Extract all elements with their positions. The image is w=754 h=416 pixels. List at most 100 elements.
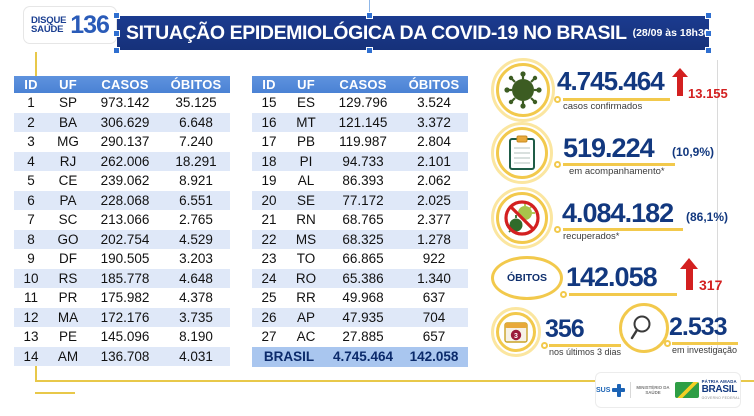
medical-cross-icon: [612, 383, 626, 397]
col-casos: CASOS: [326, 76, 400, 93]
cell-id: 20: [261, 192, 277, 208]
cell-casos: 145.096: [100, 329, 150, 345]
deaths-value: 142.058: [566, 262, 658, 292]
cell-id: 27: [261, 329, 277, 345]
cell-obitos: 3.735: [179, 309, 213, 325]
cell-obitos: 4.378: [179, 290, 213, 306]
page-title-bar[interactable]: SITUAÇÃO EPIDEMIOLÓGICA DA COVID-19 NO B…: [117, 16, 713, 50]
cell-id: 12: [23, 309, 39, 325]
cell-casos: 68.325: [342, 231, 384, 247]
last3days-underline: [549, 344, 621, 347]
col-uf: UF: [48, 76, 88, 93]
table-row: 2 BA 306.629 6.648: [14, 112, 230, 132]
cell-uf: PR: [58, 290, 78, 306]
table-row: 3 MG 290.137 7.240: [14, 132, 230, 152]
cell-uf: MA: [57, 309, 79, 325]
table-row: 17 PB 119.987 2.804: [252, 132, 468, 152]
selection-handle-top-right[interactable]: [705, 12, 712, 19]
cell-casos: 262.006: [100, 153, 150, 169]
cell-id: 5: [27, 173, 35, 189]
ministry-line2: SAÚDE: [645, 390, 661, 395]
cell-casos: 129.796: [338, 95, 388, 111]
table-row: 9 DF 190.505 3.203: [14, 249, 230, 269]
deaths-badge: ÓBITOS: [491, 256, 563, 300]
cell-obitos: 3.524: [417, 95, 451, 111]
cell-casos: 65.386: [342, 270, 384, 286]
cell-uf: BA: [58, 114, 77, 130]
cell-uf: AL: [297, 173, 315, 189]
table-row: 26 AP 47.935 704: [252, 307, 468, 327]
cell-obitos: 657: [422, 329, 446, 345]
cell-obitos: 35.125: [175, 95, 217, 111]
cell-obitos: 8.190: [179, 329, 213, 345]
cell-casos: 290.137: [100, 134, 150, 150]
selection-handle-bottom-left[interactable]: [113, 47, 120, 54]
selection-handle-bottom-center[interactable]: [366, 47, 373, 54]
cell-uf: PE: [58, 329, 77, 345]
cell-id: 22: [261, 231, 277, 247]
table-total-row: BRASIL 4.745.464 142.058: [252, 346, 468, 367]
investigation-icon-ring: [619, 303, 669, 353]
selection-handle-mid-left[interactable]: [113, 30, 120, 37]
cell-uf: SE: [296, 192, 315, 208]
cell-obitos: 704: [422, 309, 446, 325]
cell-casos: 306.629: [100, 114, 150, 130]
cell-obitos: 7.240: [179, 134, 213, 150]
hotline-words: DISQUE SAÚDE: [31, 15, 66, 35]
table-row: 22 MS 68.325 1.278: [252, 229, 468, 249]
logo-divider: [630, 382, 632, 398]
cell-id: 19: [261, 173, 277, 189]
table-row: 16 MT 121.145 3.372: [252, 112, 468, 132]
col-obitos: ÓBITOS: [400, 76, 468, 93]
cell-casos: 77.172: [342, 192, 384, 208]
hotline-number: 136: [70, 10, 110, 39]
confirmed-icon-ring: [496, 63, 550, 117]
monitoring-icon-ring: [496, 127, 548, 179]
cell-id: 17: [261, 134, 277, 150]
cell-id: 18: [261, 153, 277, 169]
cell-uf: MS: [295, 231, 317, 247]
investigation-underline-dot: [664, 340, 671, 347]
brasil-government-logo: PÁTRIA AMADA BRASIL GOVERNO FEDERAL: [674, 379, 740, 401]
brasil-line1: PÁTRIA AMADA: [701, 379, 737, 384]
selection-handle-bottom-right[interactable]: [705, 47, 712, 54]
sus-logo: SUS: [596, 383, 626, 397]
selection-handle-top-center[interactable]: [366, 12, 373, 19]
cell-id: 25: [261, 290, 277, 306]
investigation-underline: [672, 342, 738, 345]
confirmed-caption: casos confirmados: [563, 101, 643, 112]
last3days-caption: nos últimos 3 dias: [549, 347, 622, 357]
monitoring-percent: (10,9%): [672, 145, 715, 159]
col-obitos: ÓBITOS: [162, 76, 230, 93]
confirmed-underline: [563, 98, 670, 101]
cell-uf: AC: [296, 329, 316, 345]
cell-id: 24: [261, 270, 277, 286]
cell-uf: TO: [296, 251, 316, 267]
table-row: 14 AM 136.708 4.031: [14, 346, 230, 366]
cell-id: 16: [261, 114, 277, 130]
cell-id: 1: [27, 95, 35, 111]
page-title: SITUAÇÃO EPIDEMIOLÓGICA DA COVID-19 NO B…: [126, 21, 627, 44]
cell-obitos: 2.025: [417, 192, 451, 208]
recovered-percent: (86,1%): [686, 210, 729, 224]
frame-bottom-rule: [35, 380, 754, 382]
table-row: 6 PA 228.068 6.551: [14, 190, 230, 210]
selection-handle-mid-right[interactable]: [705, 30, 712, 37]
cell-casos: 27.885: [342, 329, 384, 345]
recovered-underline: [563, 228, 683, 231]
cell-casos: 228.068: [100, 192, 150, 208]
cell-casos: 185.778: [100, 270, 150, 286]
cell-obitos: 8.921: [179, 173, 213, 189]
deaths-up-arrow-icon: [680, 258, 698, 290]
selection-handle-top-left[interactable]: [113, 12, 120, 19]
clipboard-icon: [509, 135, 535, 170]
monitoring-underline-dot: [554, 161, 561, 168]
table-row: 21 RN 68.765 2.377: [252, 210, 468, 230]
confirmed-up-arrow-icon: [672, 68, 688, 96]
cell-casos: 172.176: [100, 309, 150, 325]
col-uf: UF: [286, 76, 326, 93]
table-row: 11 PR 175.982 4.378: [14, 288, 230, 308]
cell-casos: 94.733: [342, 153, 384, 169]
calendar-3-icon: 3: [504, 322, 528, 343]
